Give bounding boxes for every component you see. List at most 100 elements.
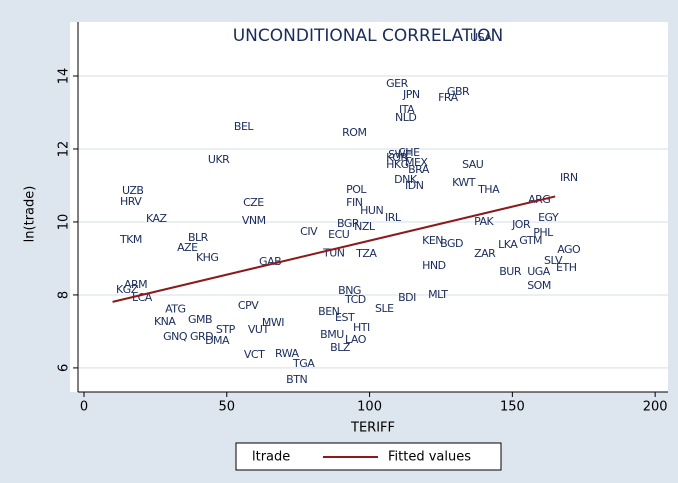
point-label: SAU (462, 158, 484, 171)
point-label: NZL (354, 220, 376, 233)
point-label: STP (216, 323, 236, 336)
point-label: HND (422, 259, 446, 272)
point-label: KOR (386, 151, 408, 164)
point-label: EST (335, 311, 355, 324)
point-label: ARM (124, 278, 147, 291)
point-label: VCT (244, 348, 265, 361)
y-axis-title: ln(trade) (23, 186, 38, 243)
point-label: BRA (408, 163, 430, 176)
point-label: VNM (242, 214, 266, 227)
point-label: AGO (557, 243, 581, 256)
point-label: PHL (533, 226, 554, 239)
point-label: POL (346, 183, 367, 196)
point-label: LAO (345, 333, 367, 346)
point-label: GTM (519, 234, 542, 247)
point-label: BMU (320, 328, 344, 341)
point-label: GNQ (163, 330, 188, 343)
x-tick-label: 150 (500, 400, 525, 415)
fitted-line (112, 195, 556, 303)
point-label: BEL (234, 120, 254, 133)
point-label: BEN (318, 305, 339, 318)
y-tick-label: 12 (57, 141, 72, 158)
point-label: MLT (428, 288, 448, 301)
point-label: MWI (262, 316, 284, 329)
point-label: SLE (375, 302, 394, 315)
point-label: GMB (188, 313, 212, 326)
point-label: KGZ (116, 283, 139, 296)
legend (235, 442, 502, 471)
point-label: GBR (447, 85, 470, 98)
point-label: BTN (286, 373, 307, 386)
point-label: HKG (386, 158, 409, 171)
point-label: JPN (402, 88, 420, 101)
point-label: CZE (243, 196, 264, 209)
point-label: GRD (190, 330, 213, 343)
x-tick-label: 200 (643, 400, 668, 415)
point-label: HUN (360, 204, 383, 217)
point-label: BNG (338, 284, 361, 297)
point-label: NLD (395, 111, 416, 124)
point-label: BGD (440, 237, 463, 250)
point-label: BLR (188, 231, 209, 244)
point-label: IDN (405, 179, 424, 192)
chart-title: UNCONDITIONAL CORRELATION (233, 26, 504, 46)
point-label: IRL (385, 211, 402, 224)
point-label: HRV (120, 195, 142, 208)
point-label: EGY (538, 211, 559, 224)
point-label: UZB (122, 184, 143, 197)
point-label: CIV (300, 225, 318, 238)
point-label: VUT (248, 323, 270, 336)
point-label: KHG (196, 251, 219, 264)
point-label: TKM (119, 233, 142, 246)
point-label: ATG (165, 303, 185, 316)
point-label: LKA (498, 238, 518, 251)
point-label: ZAR (474, 247, 496, 260)
point-label: HTI (353, 321, 370, 334)
x-tick-label: 0 (80, 400, 88, 415)
point-label: SOM (527, 279, 551, 292)
point-label: UGA (527, 265, 551, 278)
point-label: DNK (394, 173, 418, 186)
point-label: SLV (544, 254, 563, 267)
point-label: KNA (154, 315, 176, 328)
point-label: GER (386, 77, 408, 90)
point-label: KEN (422, 234, 443, 247)
y-tick-label: 6 (57, 364, 72, 372)
y-tick-label: 8 (57, 291, 72, 299)
point-label: TGA (292, 357, 315, 370)
point-label: THA (477, 183, 500, 196)
legend-label: ltrade (252, 450, 290, 465)
point-label: AZE (177, 241, 198, 254)
legend-label: Fitted values (388, 450, 471, 465)
x-tick-label: 50 (219, 400, 236, 415)
point-label: ETH (556, 261, 577, 274)
point-label: USA (470, 31, 492, 44)
point-label: KAZ (146, 212, 168, 225)
point-label: SWE (388, 148, 412, 161)
point-label: TCD (344, 293, 366, 306)
point-label: IRN (560, 171, 578, 184)
point-label: UKR (208, 153, 230, 166)
plot-area (70, 22, 668, 392)
point-label: TZA (355, 247, 377, 260)
point-label: CPV (238, 299, 259, 312)
point-label: ROM (342, 126, 366, 139)
point-label: CHE (398, 146, 420, 159)
y-tick-label: 14 (57, 68, 72, 85)
point-label: PAK (474, 215, 494, 228)
point-label: KWT (452, 176, 476, 189)
point-label: BGR (337, 217, 360, 230)
x-tick-label: 100 (357, 400, 382, 415)
point-label: DMA (205, 334, 230, 347)
point-label: RWA (275, 347, 299, 360)
point-label: JOR (511, 218, 531, 231)
point-label: BLZ (330, 341, 351, 354)
point-label: MEX (405, 156, 428, 169)
point-label: FIN (346, 196, 363, 209)
point-label: BDI (398, 291, 416, 304)
point-label: BUR (499, 265, 522, 278)
x-axis-title: TERIFF (350, 421, 395, 436)
point-label: FRA (438, 91, 459, 104)
